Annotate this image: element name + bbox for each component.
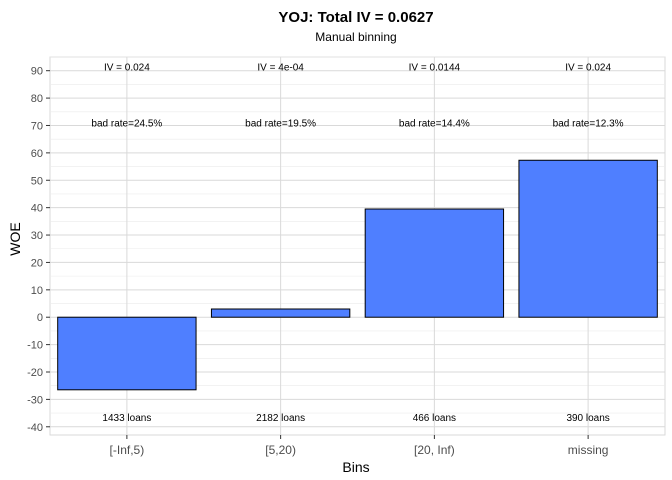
y-tick-label: 20: [31, 257, 43, 269]
loan-count-label: 1433 loans: [102, 413, 151, 424]
y-axis-label: WOE: [7, 222, 23, 255]
y-tick-label: 0: [37, 312, 43, 324]
loan-count-label: 390 loans: [566, 413, 609, 424]
y-tick-label: 70: [31, 120, 43, 132]
bar: [57, 316, 197, 391]
y-tick-label: 50: [31, 175, 43, 187]
iv-label: IV = 0.024: [104, 63, 150, 74]
chart-title: YOJ: Total IV = 0.0627: [278, 9, 433, 26]
x-tick-label: [5,20): [265, 443, 296, 457]
iv-label: IV = 4e-04: [257, 63, 304, 74]
y-tick-label: 90: [31, 66, 43, 78]
y-tick-label: -30: [27, 394, 43, 406]
y-tick-label: -20: [27, 367, 43, 379]
bar: [210, 308, 351, 318]
loan-count-label: 466 loans: [413, 413, 456, 424]
iv-label: IV = 0.024: [565, 63, 611, 74]
plot-area: -40 -30 -20 -10 0 10 20 30 40 50 60 70 80 90 [-Inf,5) […: [27, 56, 666, 457]
loan-count-label: 2182 loans: [256, 413, 305, 424]
x-axis-label: Bins: [342, 459, 369, 475]
x-tick-label: missing: [568, 443, 609, 457]
iv-label: IV = 0.0144: [409, 63, 461, 74]
y-tick-label: -40: [27, 422, 43, 434]
y-tick-label: 30: [31, 230, 43, 242]
x-tick-label: [20, Inf): [414, 443, 455, 457]
bad-rate-label: bad rate=14.4%: [399, 119, 470, 130]
bad-rate-label: bad rate=19.5%: [245, 119, 316, 130]
bar: [518, 159, 658, 318]
chart-subtitle: Manual binning: [315, 30, 396, 44]
y-tick-label: 10: [31, 285, 43, 297]
y-tick-label: 60: [31, 148, 43, 160]
bad-rate-label: bad rate=12.3%: [553, 119, 624, 130]
y-tick-label: -10: [27, 340, 43, 352]
y-tick-label: 40: [31, 203, 43, 215]
bar: [364, 208, 505, 318]
y-tick-label: 80: [31, 93, 43, 105]
x-tick-label: [-Inf,5): [110, 443, 145, 457]
bad-rate-label: bad rate=24.5%: [91, 119, 162, 130]
